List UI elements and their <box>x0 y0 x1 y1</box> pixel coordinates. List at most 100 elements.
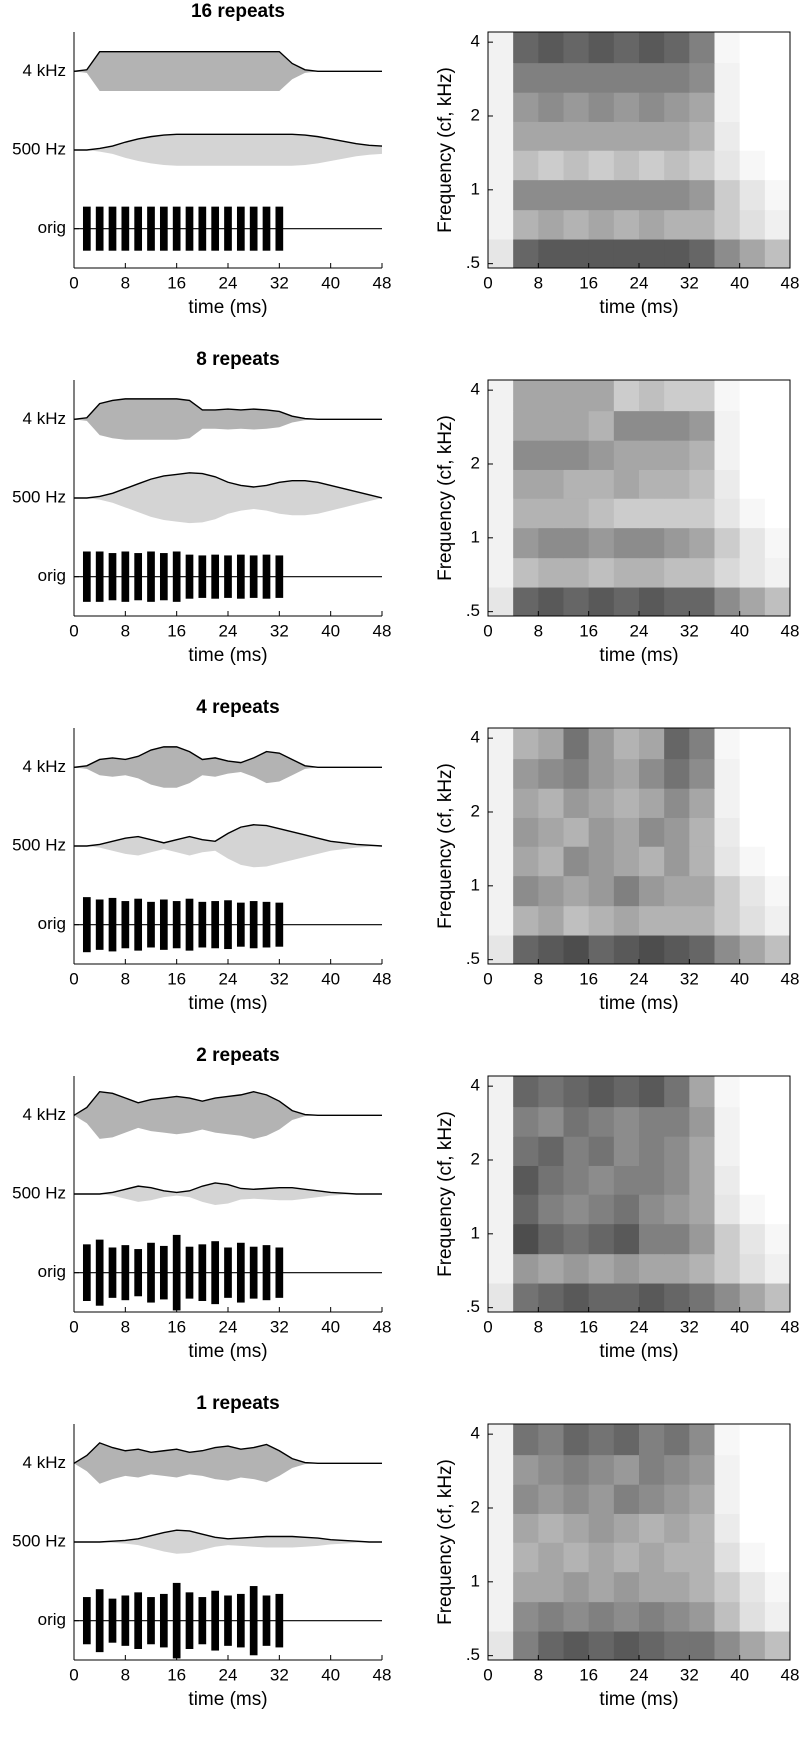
heat-cell <box>714 846 741 877</box>
heat-cell <box>488 527 514 559</box>
heat-cell <box>689 1631 715 1661</box>
x-tick-label: 8 <box>534 273 543 292</box>
heat-cell <box>714 239 741 269</box>
heat-cell <box>588 788 615 818</box>
heat-cell <box>764 527 791 559</box>
heat-cell <box>714 1136 741 1166</box>
burst <box>224 555 232 598</box>
y-tick-label: 4 kHz <box>23 1453 66 1472</box>
heat-cell <box>764 1076 791 1108</box>
y-tick-label: 2 <box>471 453 480 472</box>
heat-cell <box>588 498 615 529</box>
burst <box>95 899 104 950</box>
heat-cell <box>588 179 615 211</box>
heat-cell <box>613 410 640 441</box>
burst <box>275 1593 284 1648</box>
heat-cell <box>689 788 715 818</box>
y-tick-label: 4 <box>471 728 480 747</box>
waveform-band <box>74 746 382 788</box>
heat-cell <box>639 1513 665 1543</box>
burst <box>224 206 232 251</box>
heat-cell <box>488 121 514 151</box>
heat-cell <box>488 1223 514 1255</box>
heat-cell <box>739 817 766 847</box>
heat-cell <box>764 1223 791 1255</box>
heat-cell <box>538 150 564 181</box>
heat-cell <box>664 817 690 847</box>
heat-cell <box>664 1253 690 1284</box>
heat-cell <box>764 469 791 499</box>
heat-cell <box>639 179 665 211</box>
x-tick-label: 0 <box>483 1317 492 1336</box>
heat-cell <box>689 875 715 907</box>
heat-cell <box>764 440 791 470</box>
x-tick-label: 32 <box>270 1665 289 1684</box>
waveform-band <box>74 1530 382 1554</box>
heat-cell <box>513 62 539 93</box>
heat-cell <box>714 557 741 588</box>
heat-cell <box>739 469 766 499</box>
heat-cell <box>764 1571 791 1603</box>
x-tick-label: 40 <box>730 969 749 988</box>
heat-cell <box>563 1283 590 1313</box>
burst <box>108 897 117 952</box>
x-tick-label: 8 <box>121 1317 130 1336</box>
heat-cell <box>714 1253 741 1284</box>
heat-cell <box>513 1165 539 1195</box>
burst <box>172 206 181 251</box>
heat-cell <box>764 1631 791 1661</box>
heat-cell <box>588 1542 615 1573</box>
y-axis-label: Frequency (cf, kHz) <box>435 67 456 233</box>
heat-cell <box>563 1106 590 1137</box>
heat-cell <box>613 1165 640 1195</box>
heat-cell <box>714 1076 741 1108</box>
heat-cell <box>664 1106 690 1137</box>
heat-cell <box>714 1283 741 1313</box>
y-axis-label: Frequency (cf, kHz) <box>435 763 456 929</box>
heat-cell <box>739 1136 766 1166</box>
heat-cell <box>538 1484 564 1514</box>
panel-title: 1 repeats <box>196 1393 279 1414</box>
burst <box>262 1245 271 1301</box>
x-tick-label: 0 <box>483 621 492 640</box>
heat-cell <box>714 1484 741 1514</box>
heat-cell <box>664 410 690 441</box>
heat-cell <box>689 935 715 965</box>
x-tick-label: 40 <box>730 1665 749 1684</box>
x-axis-label: time (ms) <box>188 645 267 666</box>
heat-cell <box>764 817 791 847</box>
y-tick-label: .5 <box>466 601 480 620</box>
heat-cell <box>588 1631 615 1661</box>
heat-cell <box>664 469 690 499</box>
y-tick-label: 4 kHz <box>23 1105 66 1124</box>
heat-cell <box>563 121 590 151</box>
x-tick-label: 48 <box>373 1665 392 1684</box>
heat-cell <box>538 875 564 907</box>
heat-cell <box>563 846 590 877</box>
heat-cell <box>588 1283 615 1313</box>
x-axis-label: time (ms) <box>599 645 678 666</box>
heat-cell <box>613 92 640 122</box>
burst <box>172 1234 181 1311</box>
heat-cell <box>739 1454 766 1485</box>
heat-cell <box>689 1454 715 1485</box>
heat-cell <box>613 179 640 211</box>
heat-cell <box>689 817 715 847</box>
heat-cell <box>538 905 564 936</box>
heat-cell <box>538 527 564 559</box>
x-tick-label: 24 <box>630 1665 649 1684</box>
x-tick-label: 48 <box>781 1665 800 1684</box>
burst <box>147 1242 155 1303</box>
heat-cell <box>739 380 766 412</box>
heat-cell <box>563 498 590 529</box>
x-axis-label: time (ms) <box>188 297 267 318</box>
heat-cell <box>739 1106 766 1137</box>
heat-cell <box>538 1283 564 1313</box>
burst <box>185 554 194 599</box>
heat-cell <box>714 1631 741 1661</box>
heat-cell <box>588 1484 615 1514</box>
panel-title: 4 repeats <box>196 697 279 718</box>
heat-cell <box>714 527 741 559</box>
heat-cell <box>538 1513 564 1543</box>
heat-cell <box>588 875 615 907</box>
